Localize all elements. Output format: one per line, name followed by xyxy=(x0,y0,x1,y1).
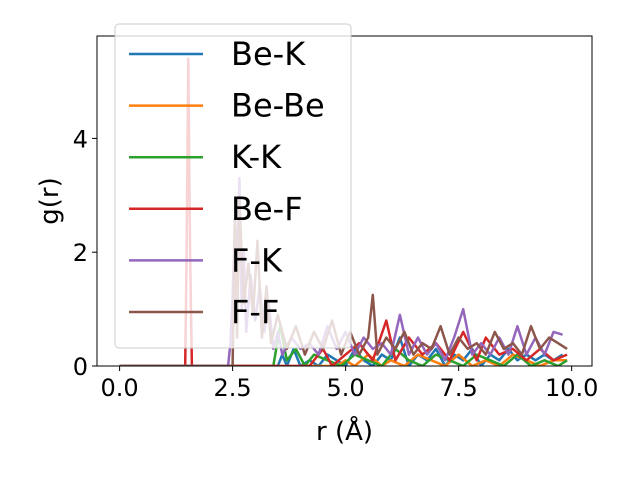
series-line-k-k xyxy=(119,324,568,366)
y-tick-label: 4 xyxy=(73,125,88,153)
legend-label-f-k: F-K xyxy=(231,241,283,279)
legend-label-be-f: Be-F xyxy=(231,190,303,228)
x-tick-label: 10.0 xyxy=(545,374,598,402)
x-tick-label: 5.0 xyxy=(327,374,365,402)
legend-label-f-f: F-F xyxy=(231,293,279,331)
x-tick-label: 0.0 xyxy=(101,374,139,402)
x-tick-label: 7.5 xyxy=(440,374,478,402)
x-axis-ticks: 0.0 2.5 5.0 7.5 10.0 xyxy=(101,366,598,402)
legend-label-be-be: Be-Be xyxy=(231,87,325,125)
y-axis-label: g(r) xyxy=(35,177,65,224)
legend-label-be-k: Be-K xyxy=(231,35,306,73)
y-tick-label: 0 xyxy=(73,353,88,381)
y-tick-label: 2 xyxy=(73,239,88,267)
x-axis-label: r (Å) xyxy=(316,415,373,447)
legend: Be-K Be-Be K-K Be-F F-K F-F xyxy=(114,23,352,349)
y-axis-ticks: 0 2 4 xyxy=(73,125,97,381)
legend-label-k-k: K-K xyxy=(231,138,282,176)
x-tick-label: 2.5 xyxy=(214,374,252,402)
